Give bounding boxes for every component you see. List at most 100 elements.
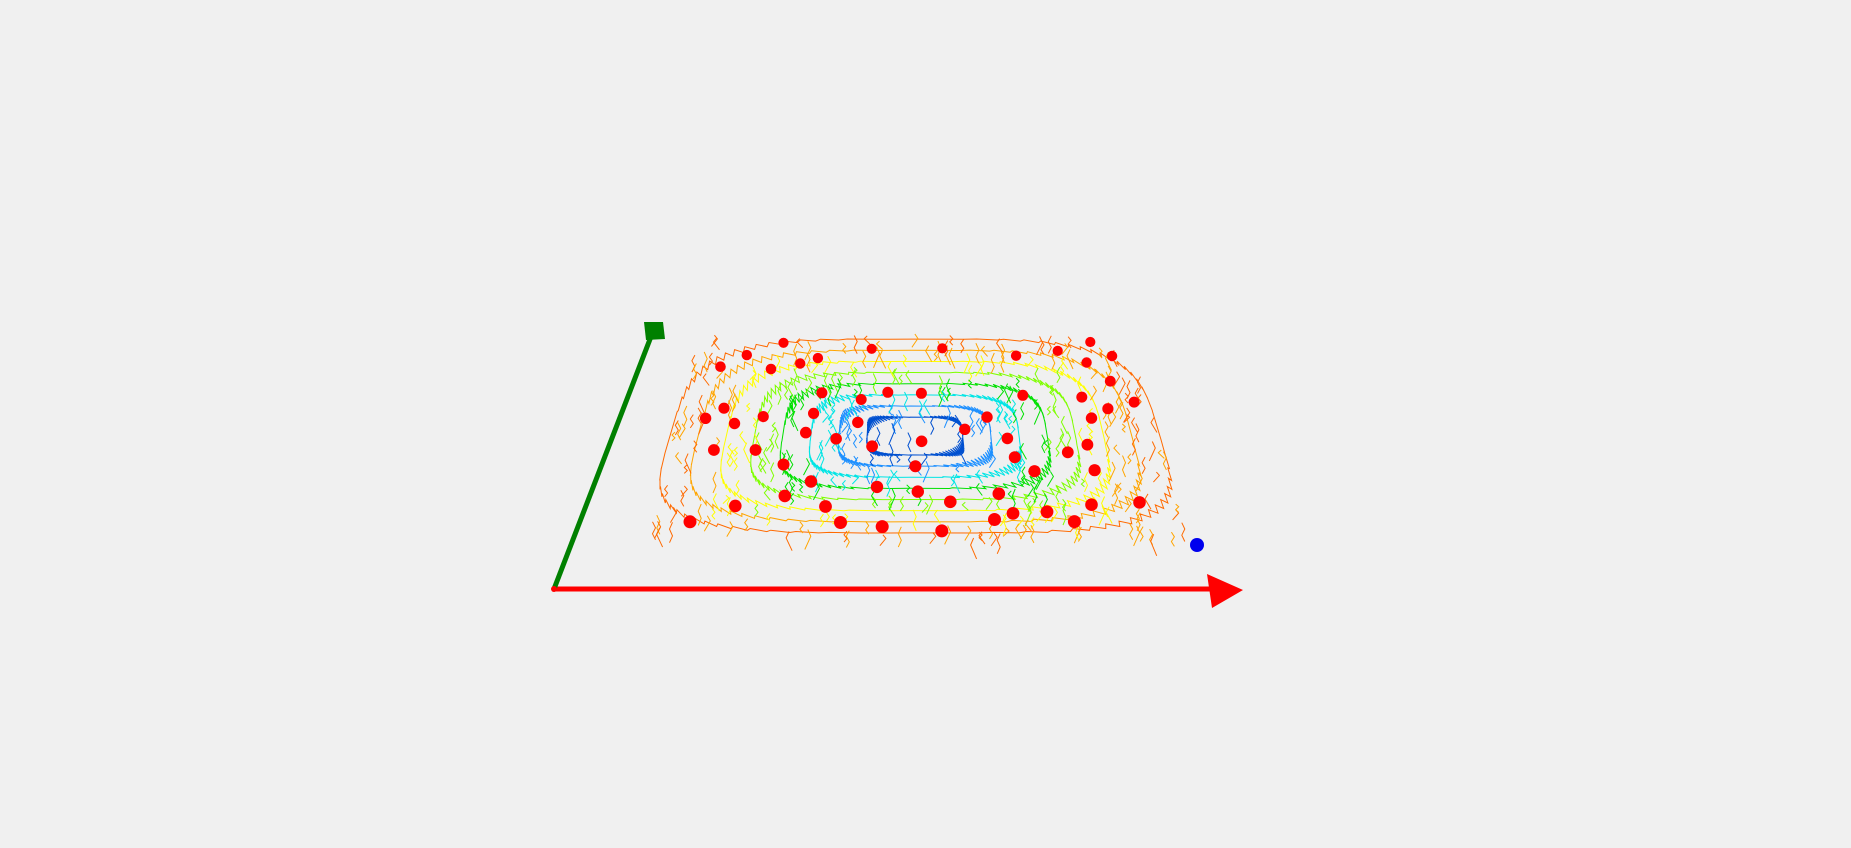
contour-stroke — [1049, 384, 1054, 395]
contour-stroke — [1004, 383, 1012, 404]
contour-stroke — [854, 456, 862, 471]
contour-stroke — [1035, 472, 1043, 490]
scatter-point — [1081, 438, 1094, 451]
contour-stroke — [975, 418, 983, 433]
contour-stroke — [912, 509, 917, 531]
contour-stroke — [829, 418, 835, 429]
contour-stroke — [955, 462, 960, 473]
contour-stroke — [788, 394, 794, 410]
contour-stroke — [811, 361, 819, 374]
contour-stroke — [1007, 490, 1015, 501]
scatter-point — [937, 343, 948, 354]
contour-stroke — [845, 426, 853, 440]
contour-stroke — [979, 417, 984, 435]
contour-stroke — [988, 454, 997, 468]
contour-stroke — [842, 408, 850, 418]
contour-stroke — [1062, 503, 1067, 526]
scatter-point — [1061, 446, 1074, 459]
contour-stroke — [1020, 402, 1025, 421]
contour-stroke — [677, 422, 682, 441]
contour-stroke — [1121, 455, 1127, 478]
contour-stroke — [828, 416, 833, 426]
contour-stroke — [1047, 335, 1052, 354]
contour-stroke — [1086, 422, 1094, 433]
contour-stroke — [975, 483, 983, 496]
contour-stroke — [1077, 526, 1082, 542]
contour-stroke — [887, 360, 895, 378]
contour-stroke — [920, 452, 928, 466]
blue-marker-point — [1190, 538, 1204, 552]
contour-stroke — [727, 442, 735, 455]
contour-stroke — [978, 531, 986, 545]
contour-stroke — [654, 521, 662, 539]
contour-stroke — [712, 493, 720, 512]
contour-stroke — [739, 431, 747, 444]
scatter-point — [981, 411, 993, 423]
contour-stroke — [1118, 377, 1126, 395]
contour-stroke — [872, 373, 877, 395]
contour-stroke — [766, 513, 771, 526]
contour-stroke — [845, 530, 850, 548]
contour-stroke — [806, 352, 811, 373]
scatter-point — [866, 440, 878, 453]
contour-stroke — [731, 393, 736, 412]
contour-stroke — [1148, 441, 1156, 462]
contour-stroke — [853, 335, 858, 354]
scatter-point — [1128, 396, 1140, 408]
contour-stroke — [1019, 443, 1027, 460]
contour-stroke — [1150, 417, 1158, 433]
contour-stroke — [770, 433, 775, 453]
scatter-point — [729, 499, 742, 513]
scatter-point — [816, 387, 828, 399]
contour-stroke — [1026, 355, 1034, 367]
scatter-point — [1052, 345, 1063, 356]
contour-stroke — [788, 476, 793, 495]
contour-stroke — [1061, 498, 1067, 512]
contour-stroke — [1098, 347, 1103, 359]
contour-stroke — [693, 440, 698, 453]
contour-level-6 — [808, 393, 1023, 479]
contour-hatching — [651, 333, 1186, 560]
scatter-point — [819, 500, 832, 513]
scatter-point — [683, 515, 697, 529]
contour-stroke — [995, 402, 1000, 414]
scatter-point — [1001, 432, 1014, 445]
contour-stroke — [1033, 484, 1038, 503]
contour-stroke — [957, 429, 962, 444]
contour-stroke — [851, 474, 859, 485]
contour-stroke — [792, 394, 797, 411]
contour-stroke — [1115, 390, 1120, 408]
contour-stroke — [770, 462, 775, 483]
contour-stroke — [771, 422, 776, 433]
contour-stroke — [845, 397, 853, 420]
scatter-point — [808, 407, 820, 419]
contour-stroke — [865, 521, 870, 535]
contour-stroke — [1105, 506, 1113, 524]
contour-stroke — [1029, 497, 1037, 509]
contour-stroke — [1114, 396, 1122, 414]
contour-stroke — [898, 409, 903, 430]
contour-stroke — [853, 388, 858, 399]
scatter-point — [777, 458, 790, 471]
contour-stroke — [1129, 523, 1134, 541]
contour-stroke — [749, 370, 757, 381]
contour-stroke — [1181, 522, 1186, 542]
contour-stroke — [1000, 350, 1005, 373]
contour-stroke — [893, 470, 901, 482]
contour-stroke — [1105, 436, 1110, 457]
contour-stroke — [1174, 503, 1180, 513]
contour-stroke — [1136, 376, 1142, 394]
scatter-point — [855, 394, 867, 405]
scatter-point — [708, 444, 720, 456]
contour-stroke — [684, 453, 692, 474]
contour-stroke — [1059, 433, 1067, 449]
contour-stroke — [887, 469, 895, 486]
contour-stroke — [871, 496, 877, 509]
contour-stroke — [726, 452, 731, 468]
contour-stroke — [733, 457, 738, 471]
scatter-point — [1104, 375, 1116, 387]
contour-stroke — [1067, 336, 1072, 349]
contour-stroke — [1056, 366, 1061, 384]
